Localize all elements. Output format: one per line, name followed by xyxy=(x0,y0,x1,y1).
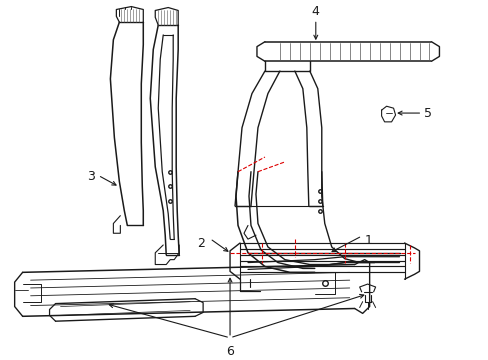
Text: 3: 3 xyxy=(87,170,95,183)
Text: 4: 4 xyxy=(311,5,319,18)
Text: 5: 5 xyxy=(424,107,431,120)
Text: 6: 6 xyxy=(225,345,233,357)
Text: 1: 1 xyxy=(364,234,372,247)
Text: 2: 2 xyxy=(197,237,204,249)
